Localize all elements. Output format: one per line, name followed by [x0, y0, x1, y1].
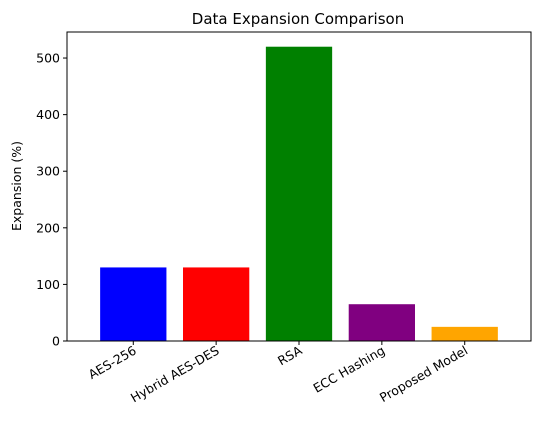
bar-hybrid-aes-des	[183, 267, 250, 341]
y-tick-label: 200	[36, 220, 60, 235]
x-tick-label: ECC Hashing	[310, 343, 387, 396]
y-tick-label: 300	[36, 164, 60, 179]
chart-title: Data Expansion Comparison	[192, 10, 404, 28]
y-tick-label: 400	[36, 107, 60, 122]
y-tick-label: 500	[36, 51, 60, 66]
bar-proposed-model	[431, 326, 498, 341]
x-tick-label: Hybrid AES-DES	[128, 343, 222, 406]
x-tick-label: Proposed Model	[377, 343, 470, 406]
x-tick-label: AES-256	[86, 343, 139, 382]
axes-frame	[66, 31, 532, 342]
bar-rsa	[265, 46, 333, 342]
y-tick-label: 100	[36, 277, 60, 292]
bar-aes-256	[100, 267, 167, 341]
y-axis-label: Expansion (%)	[9, 141, 24, 231]
y-tick-label: 0	[52, 334, 60, 349]
x-tick-label: RSA	[275, 342, 305, 368]
bar-ecc-hashing	[348, 304, 415, 341]
